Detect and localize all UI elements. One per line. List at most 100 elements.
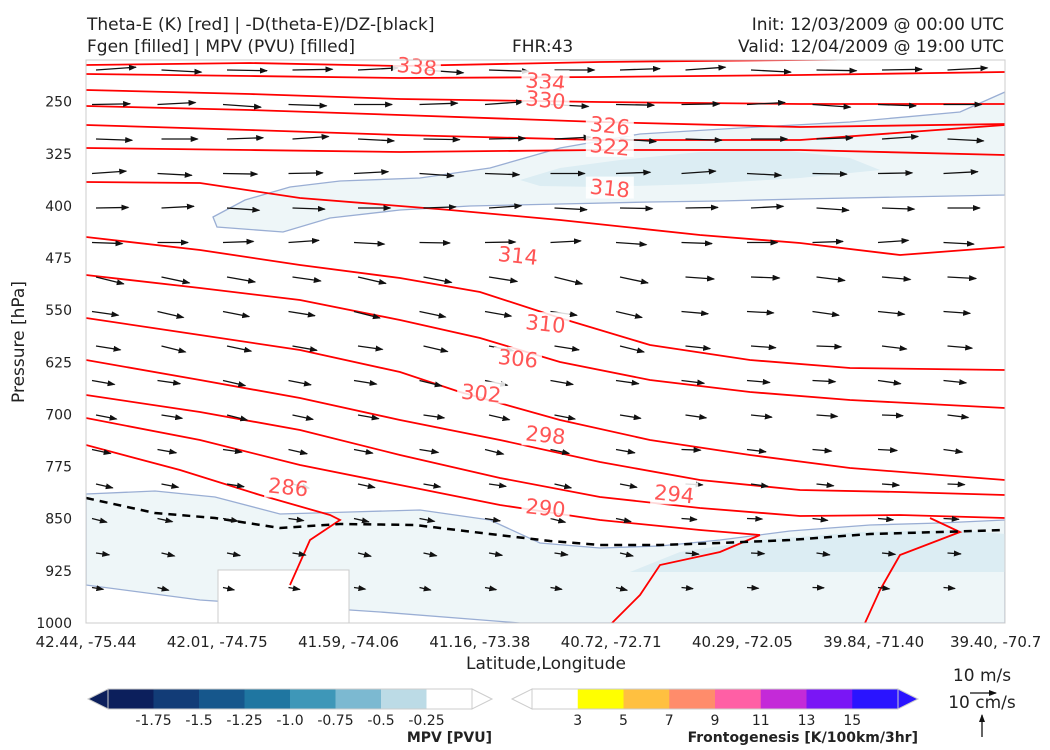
wind-vector <box>222 585 236 592</box>
wind-vector <box>222 448 243 455</box>
y-tick-label: 700 <box>45 407 72 423</box>
colorbar-tick-label: 9 <box>711 713 720 729</box>
wind-vector <box>816 134 854 141</box>
y-tick-label: 1000 <box>36 616 72 632</box>
wind-vector <box>947 481 966 488</box>
wind-vector <box>91 448 112 455</box>
wind-vector <box>91 168 128 175</box>
contour-label-bg <box>521 70 570 93</box>
theta-e-contour-label: 318 <box>589 175 631 203</box>
wind-vector <box>750 203 785 210</box>
theta-e-contour-label: 314 <box>497 242 539 270</box>
wind-vector <box>353 585 367 592</box>
wind-vector <box>288 448 309 456</box>
wind-vector <box>681 584 694 591</box>
wind-vector <box>615 169 652 176</box>
colorbar-extend-right <box>897 688 920 710</box>
wind-vector <box>681 100 721 107</box>
wind-vector <box>357 345 384 352</box>
wind-vector <box>161 414 184 421</box>
wind-vector <box>746 309 775 316</box>
wind-vector <box>484 585 498 592</box>
y-tick-label: 400 <box>45 199 72 215</box>
wind-vector <box>681 240 713 247</box>
wind-vector <box>488 276 519 284</box>
wind-vector <box>619 205 654 212</box>
colorbar-tick-label: 3 <box>573 713 582 729</box>
wind-vector <box>550 448 571 455</box>
contour-label-bg <box>457 381 506 404</box>
wind-vector <box>488 203 523 210</box>
wind-vector <box>877 310 906 317</box>
wind-vector <box>157 310 185 319</box>
wind-vector <box>157 448 178 455</box>
theta-e-contour-label: 302 <box>460 380 502 408</box>
wind-vector <box>877 170 914 177</box>
wind-vector <box>681 310 710 317</box>
wind-vector <box>288 310 316 318</box>
wind-vector <box>226 276 257 284</box>
wind-vector <box>161 68 203 75</box>
wind-vector <box>161 203 195 210</box>
wind-vector <box>222 238 255 245</box>
wind-vector <box>292 66 334 73</box>
wind-vector <box>288 516 305 523</box>
wind-vector <box>95 204 130 211</box>
wind-vector <box>881 412 904 419</box>
wind-vector <box>95 550 111 557</box>
wind-vector <box>226 551 242 558</box>
wind-vector <box>881 481 901 488</box>
theta-e-contour-label: 338 <box>396 53 438 81</box>
wind-vector <box>288 585 301 592</box>
wind-vector <box>877 379 902 386</box>
x-tick-label: 39.40, -70.7 <box>950 633 1041 651</box>
wind-vector <box>288 379 312 387</box>
colorbar-segment <box>199 689 245 709</box>
colorbar-segment <box>623 689 670 709</box>
theta-e-contour-label: 294 <box>653 480 695 508</box>
wind-vector <box>816 343 843 350</box>
wind-vector <box>353 169 390 176</box>
theta-e-contour-326 <box>86 124 1005 141</box>
wind-vector <box>226 345 253 353</box>
colorbar-tick-label: -0.25 <box>408 713 444 729</box>
terrain-mask <box>217 569 350 623</box>
theta-e-contour-label: 330 <box>524 86 566 114</box>
colorbar-segment <box>669 689 716 709</box>
forecast-hour: FHR:43 <box>512 37 574 57</box>
wind-vector <box>619 414 642 421</box>
colorbar-segment <box>108 689 154 709</box>
colorbar-segment <box>577 689 624 709</box>
wind-vector <box>881 550 897 557</box>
y-tick-label: 250 <box>45 95 72 111</box>
colorbar-tick-label: 15 <box>843 713 861 729</box>
theta-e-contour-314 <box>86 236 1005 371</box>
wind-vector <box>550 517 567 524</box>
init-time: Init: 12/03/2009 @ 00:00 UTC <box>751 15 1004 35</box>
wind-vector <box>746 447 767 454</box>
wind-vector <box>615 102 656 109</box>
wind-vector <box>619 65 661 72</box>
wind-vector <box>943 240 975 247</box>
wind-vector <box>619 551 635 558</box>
wind-vector <box>746 584 760 591</box>
contour-label-bg <box>650 482 699 505</box>
wind-vector <box>554 276 584 286</box>
wind-vector <box>423 136 461 143</box>
x-tick-label: 42.44, -75.44 <box>36 633 137 651</box>
wind-vector <box>222 379 247 387</box>
wind-vector <box>95 276 125 286</box>
colorbar-segment <box>426 689 473 709</box>
wind-vector <box>812 310 840 318</box>
theta-e-contour-298 <box>86 394 1005 519</box>
wind-vector <box>353 517 370 524</box>
wind-vector <box>685 275 716 282</box>
wind-vector <box>353 310 381 320</box>
wind-vector <box>947 344 974 351</box>
wind-vector <box>746 378 771 385</box>
contour-label-bg <box>585 176 634 199</box>
contour-label-bg <box>521 312 570 335</box>
wind-vector <box>615 448 636 455</box>
wind-vector <box>881 133 920 140</box>
